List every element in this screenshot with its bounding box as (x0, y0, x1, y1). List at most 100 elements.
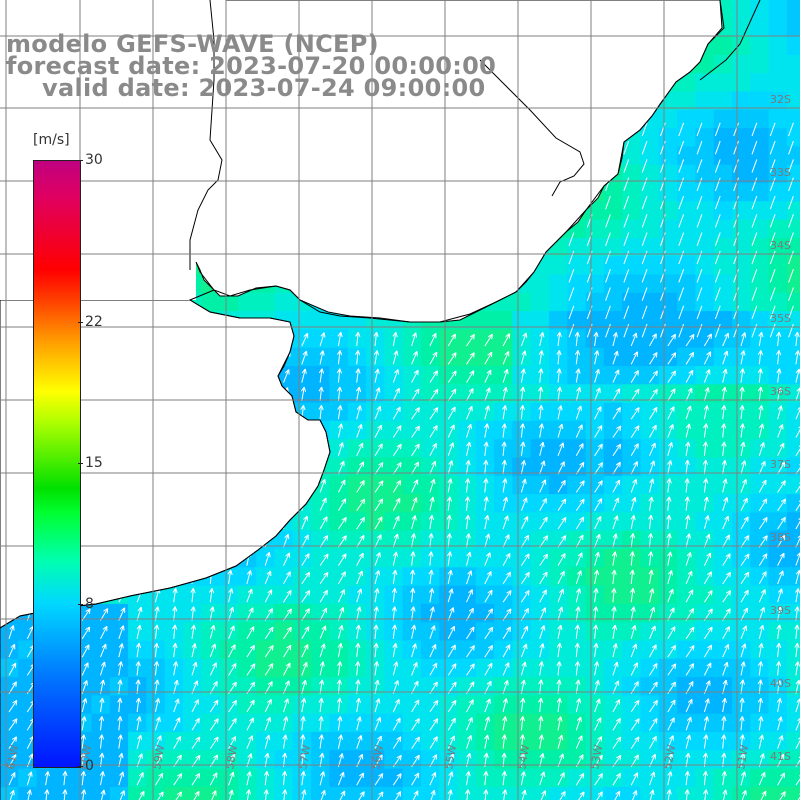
wind-cell (567, 530, 587, 550)
wind-arrow (429, 442, 437, 457)
wind-arrow (667, 441, 673, 456)
wind-cell (768, 91, 788, 111)
wind-cell (658, 183, 678, 202)
wind-cell (219, 713, 239, 733)
wind-arrow (568, 232, 575, 246)
wind-arrow (228, 736, 237, 749)
wind-cell (475, 750, 495, 770)
wind-arrow (641, 159, 648, 173)
wind-arrow (788, 305, 794, 320)
wind-arrow (26, 771, 33, 786)
forecast-date: forecast date: 2023-07-20 00:00:00 (6, 52, 497, 80)
wind-arrow (8, 736, 17, 749)
wind-arrow (733, 305, 739, 320)
wind-arrow (118, 607, 126, 621)
wind-cell (530, 347, 550, 367)
wind-arrow (447, 717, 456, 731)
wind-arrow (319, 643, 326, 658)
wind-cell (402, 439, 422, 458)
wind-arrow (356, 588, 363, 603)
wind-cell (292, 366, 312, 385)
wind-arrow (411, 388, 420, 402)
coast-line (195, 0, 725, 323)
wind-arrow (411, 461, 420, 475)
wind-cell (585, 750, 605, 770)
wind-arrow (740, 661, 746, 676)
wind-cell (622, 164, 641, 184)
lat-label: 34S (770, 239, 791, 252)
wind-arrow (466, 717, 473, 731)
wind-cell (786, 420, 800, 440)
wind-arrow (447, 478, 453, 493)
wind-arrow (520, 625, 529, 640)
wind-arrow (319, 771, 325, 786)
wind-cell (603, 201, 623, 221)
wind-cell (640, 183, 660, 202)
wind-arrow (696, 287, 703, 301)
colorbar-tick-label: 15 (85, 455, 103, 471)
wind-cell (603, 457, 623, 477)
wind-cell (475, 603, 495, 623)
wind-arrow (741, 790, 747, 800)
wind-arrow (714, 140, 721, 155)
wind-cell (475, 311, 495, 330)
wind-cell (402, 402, 422, 422)
wind-cell (732, 256, 751, 275)
wind-cell (713, 201, 733, 221)
wind-arrow (678, 159, 685, 173)
wind-cell (640, 402, 660, 422)
wind-arrow (98, 716, 105, 731)
colorbar-tick-label: 0 (85, 758, 94, 774)
wind-arrow (649, 699, 658, 713)
wind-arrow (594, 717, 602, 731)
wind-cell (329, 402, 349, 422)
wind-arrow (751, 140, 758, 155)
wind-arrow (191, 772, 201, 786)
wind-arrow (777, 735, 784, 749)
wind-cell (475, 420, 495, 440)
wind-cell (183, 750, 202, 770)
wind-cell (622, 603, 641, 623)
wind-arrow (696, 140, 703, 155)
wind-arrow (392, 331, 398, 347)
wind-cell (201, 732, 221, 751)
wind-cell (311, 512, 330, 532)
wind-cell (768, 109, 788, 129)
wind-cell (695, 713, 715, 733)
wind-cell (677, 146, 696, 166)
wind-arrow (465, 460, 471, 475)
wind-arrow (758, 405, 764, 420)
wind-cell (585, 219, 605, 239)
wind-arrow (594, 406, 602, 420)
wind-arrow (190, 606, 196, 621)
wind-cell (585, 475, 605, 495)
wind-arrow (81, 644, 90, 658)
wind-cell (311, 768, 330, 788)
wind-cell (695, 237, 715, 257)
wind-cell (622, 366, 641, 385)
wind-arrow (136, 734, 143, 749)
wind-cell (475, 732, 495, 751)
wind-arrow (464, 496, 471, 511)
wind-cell (750, 274, 770, 294)
wind-arrow (685, 551, 692, 566)
wind-arrow (173, 717, 181, 731)
lat-label: 40S (770, 677, 791, 690)
lat-label: 41S (770, 750, 791, 763)
wind-arrow (356, 424, 363, 438)
wind-cell (640, 585, 660, 605)
wind-cell (530, 750, 550, 770)
wind-arrow (775, 661, 782, 676)
wind-arrow (740, 625, 748, 639)
wind-cell (366, 750, 385, 770)
wind-arrow (246, 607, 254, 621)
wind-cell (695, 274, 715, 294)
wind-cell (549, 713, 568, 733)
wind-arrow (775, 350, 782, 365)
wind-cell (640, 219, 660, 239)
wind-cell (183, 768, 202, 788)
wind-arrow (703, 571, 712, 585)
wind-arrow (466, 734, 473, 749)
wind-cell (219, 658, 239, 678)
wind-cell (73, 786, 92, 800)
